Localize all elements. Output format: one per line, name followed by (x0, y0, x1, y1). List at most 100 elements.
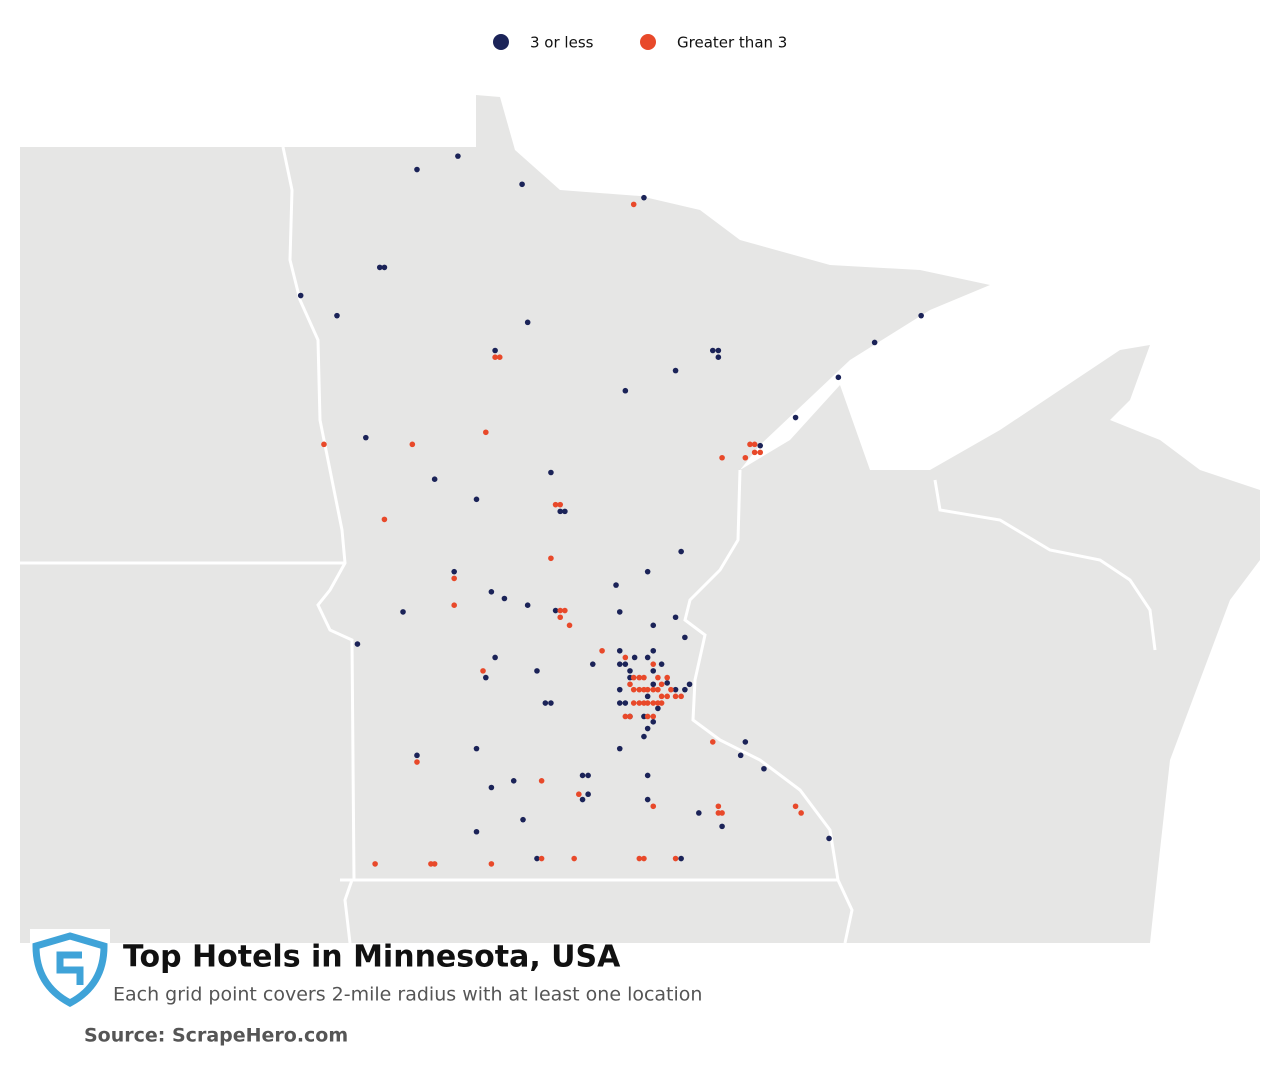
grid-point (538, 855, 545, 862)
grid-point (548, 555, 554, 562)
grid-point (480, 668, 486, 674)
grid-point (719, 823, 725, 830)
grid-point (510, 778, 517, 784)
grid-point (627, 668, 633, 674)
grid-point (622, 713, 629, 720)
grid-point (492, 354, 498, 361)
grid-point (751, 441, 758, 448)
grid-point (650, 661, 657, 667)
grid-point (686, 681, 693, 688)
grid-point (672, 686, 679, 693)
grid-point (835, 374, 842, 381)
grid-point (682, 634, 688, 641)
grid-point (792, 803, 799, 810)
grid-point (534, 668, 540, 674)
logo-s (56, 951, 84, 985)
grid-point (644, 568, 651, 575)
grid-point (571, 855, 577, 862)
legend-swatch (640, 34, 656, 50)
grid-point (658, 693, 665, 700)
grid-point (644, 700, 651, 706)
grid-point (650, 622, 657, 629)
grid-point (579, 796, 586, 803)
grid-point (664, 680, 670, 686)
grid-point (650, 647, 657, 654)
grid-point (918, 312, 924, 319)
logo (30, 929, 110, 1009)
grid-point (636, 686, 643, 693)
legend-label: 3 or less (530, 34, 594, 52)
grid-point (520, 816, 526, 823)
grid-point (557, 501, 564, 508)
grid-point (552, 501, 559, 508)
subtitle: Each grid point covers 2-mile radius wit… (113, 984, 702, 1006)
grid-point (562, 607, 568, 614)
grid-point (658, 700, 665, 706)
grid-point (641, 733, 647, 740)
grid-point (696, 810, 702, 816)
grid-point (451, 575, 457, 582)
grid-point (636, 855, 643, 862)
grid-point (496, 354, 503, 361)
grid-point (585, 791, 591, 798)
land (20, 95, 1260, 943)
grid-point (519, 181, 525, 188)
grid-point (585, 772, 591, 779)
grid-point (627, 713, 633, 720)
grid-point (538, 778, 545, 784)
grid-point (372, 861, 378, 867)
grid-point (616, 647, 623, 654)
grid-point (792, 414, 799, 421)
grid-point (715, 803, 722, 810)
grid-point (678, 693, 684, 700)
grid-point (534, 855, 540, 862)
grid-point (473, 828, 480, 835)
grid-point (321, 441, 327, 448)
grid-point (524, 602, 531, 608)
grid-point (641, 855, 647, 862)
grid-point (297, 292, 304, 299)
grid-point (616, 609, 623, 615)
grid-point (655, 674, 661, 681)
dots (297, 153, 924, 867)
grid-point (492, 654, 498, 661)
grid-point (562, 508, 568, 515)
grid-point (354, 641, 361, 647)
grid-point (757, 449, 764, 456)
grid-point (747, 441, 753, 448)
grid-point (826, 835, 832, 842)
grid-point (644, 713, 651, 720)
grid-point (613, 582, 619, 588)
grid-point (488, 784, 495, 791)
borders (20, 146, 1157, 944)
grid-point (566, 622, 573, 629)
grid-point (589, 661, 596, 667)
grid-point (641, 194, 647, 201)
grid-point (650, 700, 657, 706)
grid-point (431, 861, 438, 867)
grid-point (524, 319, 531, 326)
grid-point (636, 674, 643, 681)
grid-point (715, 347, 722, 354)
grid-point (655, 705, 661, 712)
grid-point (616, 686, 623, 693)
grid-point (631, 654, 638, 661)
grid-point (627, 681, 633, 688)
grid-point (709, 347, 716, 354)
grid-point (672, 693, 679, 700)
grid-point (622, 661, 629, 667)
grid-point (719, 454, 725, 461)
grid-point (622, 700, 629, 706)
grid-point (682, 686, 688, 693)
grid-point (664, 674, 670, 681)
grid-point (414, 752, 420, 759)
grid-point (381, 516, 388, 523)
grid-point (548, 700, 554, 706)
grid-point (400, 609, 406, 615)
grid-point (644, 725, 651, 732)
grid-point (473, 496, 480, 503)
grid-point (630, 700, 637, 706)
grid-point (650, 713, 657, 720)
grid-point (483, 429, 489, 436)
